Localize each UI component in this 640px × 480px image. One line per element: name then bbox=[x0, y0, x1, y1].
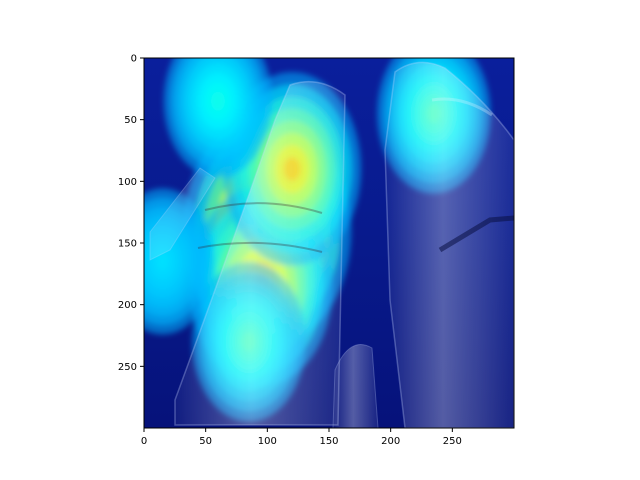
right-rocket-panel bbox=[431, 97, 493, 117]
y-axis: 0 50 100 150 200 250 bbox=[118, 54, 144, 373]
left-rocket-body bbox=[174, 80, 346, 426]
x-tick-label: 150 bbox=[319, 436, 338, 447]
left-booster bbox=[149, 167, 216, 261]
hotspot-6 bbox=[144, 188, 215, 335]
hotspot-ring bbox=[211, 91, 225, 111]
y-tick-label: 0 bbox=[131, 54, 137, 65]
x-tick-label: 200 bbox=[381, 436, 400, 447]
photo-overlay bbox=[149, 61, 514, 428]
hotspot-5 bbox=[163, 58, 273, 178]
right-rocket-bracket bbox=[438, 215, 514, 253]
y-tick-label: 200 bbox=[118, 300, 137, 311]
x-tick-label: 50 bbox=[199, 436, 212, 447]
x-tick-label: 100 bbox=[258, 436, 277, 447]
x-axis: 0 50 100 150 200 250 bbox=[141, 428, 462, 447]
y-tick-label: 250 bbox=[118, 362, 137, 373]
y-tick-label: 150 bbox=[118, 239, 137, 250]
y-tick-label: 50 bbox=[124, 115, 137, 126]
small-rocket-top bbox=[332, 344, 379, 428]
right-rocket-body bbox=[384, 61, 514, 428]
rocket-ring-1 bbox=[204, 202, 323, 214]
hotspot-ring bbox=[156, 252, 169, 271]
y-tick-label: 100 bbox=[118, 177, 137, 188]
rocket-ring-2 bbox=[197, 241, 323, 253]
x-tick-label: 250 bbox=[443, 436, 462, 447]
x-tick-label: 0 bbox=[141, 436, 147, 447]
plot-area bbox=[144, 58, 514, 428]
